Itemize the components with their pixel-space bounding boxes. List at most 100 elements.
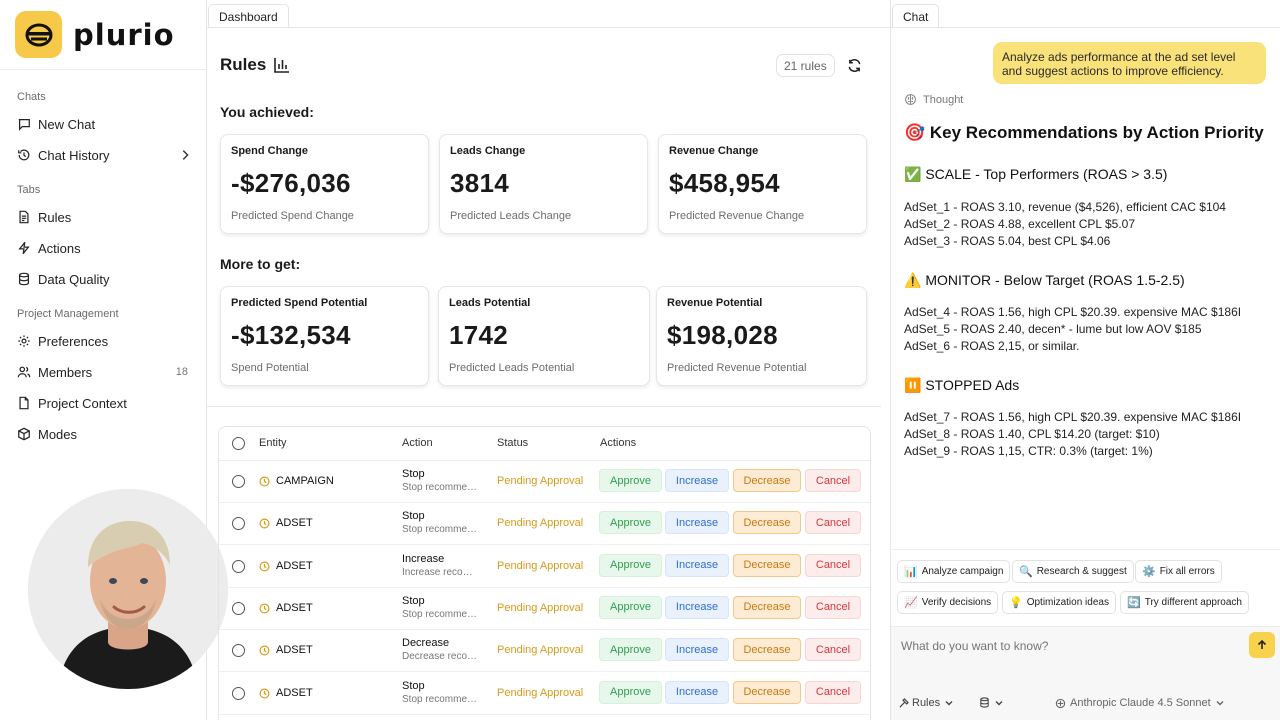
sidebar-item-actions[interactable]: Actions: [17, 236, 192, 260]
row-action: Increase: [402, 552, 445, 565]
approve-button[interactable]: Approve: [599, 469, 662, 492]
row-action: Decrease: [402, 637, 450, 650]
row-checkbox[interactable]: [232, 686, 245, 700]
approve-button[interactable]: Approve: [599, 638, 662, 662]
sidebar-item-members[interactable]: Members 18: [17, 360, 192, 384]
decrease-button[interactable]: Decrease: [733, 638, 801, 662]
card-value: $458,954: [669, 168, 780, 198]
row-entity: ADSET: [276, 601, 313, 614]
sidebar-item-new-chat[interactable]: New Chat: [17, 112, 192, 136]
row-checkbox[interactable]: [232, 644, 245, 658]
tab-divider: [207, 27, 890, 28]
sidebar-item-chat-history[interactable]: Chat History: [17, 143, 192, 167]
chat-separator: [891, 549, 1280, 550]
monitor-line: AdSet_5 - ROAS 2.40, decen* - lume but l…: [904, 322, 1202, 336]
magnifier-icon: 🔍: [1019, 566, 1033, 578]
cancel-button[interactable]: Cancel: [805, 638, 861, 662]
thought-label: Thought: [923, 93, 964, 106]
sidebar-item-label: Modes: [38, 426, 78, 442]
table-row: ADSET Decrease Decrease reco… Pending Ap…: [219, 630, 870, 673]
bar-chart-icon: [274, 58, 290, 73]
increase-button[interactable]: Increase: [665, 595, 729, 619]
decrease-button[interactable]: Decrease: [733, 595, 801, 619]
decrease-button[interactable]: Decrease: [733, 511, 801, 535]
chip-label: Analyze campaign: [921, 566, 1004, 577]
cancel-button[interactable]: Cancel: [805, 680, 861, 704]
refresh-icon: 🔄: [1127, 597, 1141, 609]
select-all-checkbox[interactable]: [232, 437, 245, 450]
row-checkbox[interactable]: [232, 601, 245, 615]
send-button[interactable]: [1249, 632, 1275, 658]
thought-toggle[interactable]: Thought: [904, 93, 963, 106]
decrease-button[interactable]: Decrease: [733, 680, 801, 704]
increase-button[interactable]: Increase: [665, 638, 729, 662]
mode-label: Rules: [912, 697, 941, 709]
approve-button[interactable]: Approve: [599, 595, 662, 619]
lightbulb-icon: 💡: [1009, 597, 1023, 609]
refresh-icon[interactable]: [845, 56, 863, 74]
approve-button[interactable]: Approve: [599, 511, 662, 535]
sidebar-item-preferences[interactable]: Preferences: [17, 329, 192, 353]
sidebar-item-rules[interactable]: Rules: [17, 205, 192, 229]
stopped-line: AdSet_8 - ROAS 1.40, CPL $14.20 (target:…: [904, 427, 1160, 441]
increase-button[interactable]: Increase: [665, 680, 729, 704]
card-subtitle: Predicted Leads Potential: [449, 362, 575, 374]
row-checkbox[interactable]: [232, 517, 245, 531]
cancel-button[interactable]: Cancel: [805, 511, 861, 535]
sidebar-item-data-quality[interactable]: Data Quality: [17, 267, 192, 291]
card-title: Leads Potential: [449, 297, 531, 309]
cancel-button[interactable]: Cancel: [805, 595, 861, 619]
main-panel: Dashboard Rules 21 rules You achieved: S…: [207, 0, 890, 720]
row-action: Stop: [402, 679, 425, 692]
chat-input[interactable]: [901, 639, 1231, 653]
decrease-button[interactable]: Decrease: [733, 553, 801, 577]
tab-chat[interactable]: Chat: [892, 4, 940, 28]
chevron-down-icon: [1216, 701, 1224, 706]
decrease-button[interactable]: Decrease: [733, 469, 801, 492]
users-icon: [17, 366, 31, 378]
card-value: $198,028: [667, 320, 778, 350]
spend-change-card: Spend Change -$276,036 Predicted Spend C…: [220, 134, 429, 234]
increase-button[interactable]: Increase: [665, 469, 729, 492]
sidebar-item-project-context[interactable]: Project Context: [17, 391, 192, 415]
chip-optimization-ideas[interactable]: 💡 Optimization ideas: [1002, 591, 1116, 614]
cancel-button[interactable]: Cancel: [805, 469, 861, 492]
increase-button[interactable]: Increase: [665, 511, 729, 535]
card-value: 1742: [449, 320, 509, 350]
model-selector[interactable]: Anthropic Claude 4.5 Sonnet: [1055, 697, 1225, 709]
table-header: Entity Action Status Actions: [219, 427, 870, 461]
arrow-up-icon: [1257, 639, 1267, 649]
model-label: Anthropic Claude 4.5 Sonnet: [1070, 697, 1211, 709]
sidebar-item-modes[interactable]: Modes: [17, 422, 192, 446]
row-checkbox[interactable]: [232, 475, 245, 488]
clock-icon: [259, 645, 270, 656]
increase-button[interactable]: Increase: [665, 553, 729, 577]
row-checkbox[interactable]: [232, 559, 245, 573]
achieved-heading: You achieved:: [220, 104, 314, 120]
cancel-button[interactable]: Cancel: [805, 553, 861, 577]
chip-analyze-campaign[interactable]: 📊 Analyze campaign: [897, 560, 1011, 583]
clock-icon: [259, 476, 270, 487]
scale-line: AdSet_1 - ROAS 3.10, revenue ($4,526), e…: [904, 200, 1226, 214]
card-title: Revenue Change: [669, 145, 759, 157]
approve-button[interactable]: Approve: [599, 680, 662, 704]
rules-count-badge: 21 rules: [776, 54, 835, 77]
data-source-selector[interactable]: [979, 697, 1004, 708]
chip-research-suggest[interactable]: 🔍 Research & suggest: [1012, 560, 1134, 583]
card-title: Spend Change: [231, 145, 309, 157]
approve-button[interactable]: Approve: [599, 553, 662, 577]
brand[interactable]: plurio: [0, 0, 206, 70]
table-row: ADSET Stop Stop recomme… Pending Approva…: [219, 588, 870, 630]
chevron-down-icon: [945, 701, 953, 706]
sidebar-item-label: Chat History: [38, 147, 110, 163]
history-icon: [18, 149, 30, 161]
sidebar-item-label: Preferences: [38, 333, 109, 349]
card-subtitle: Predicted Leads Change: [450, 210, 572, 222]
mode-selector[interactable]: Rules: [898, 697, 954, 709]
chip-fix-all-errors[interactable]: ⚙️ Fix all errors: [1135, 560, 1222, 583]
chip-verify-decisions[interactable]: 📈 Verify decisions: [897, 591, 999, 614]
chip-label: Fix all errors: [1159, 566, 1215, 577]
row-entity: ADSET: [276, 517, 313, 530]
tab-dashboard[interactable]: Dashboard: [208, 4, 289, 28]
chip-try-different-approach[interactable]: 🔄 Try different approach: [1120, 591, 1249, 614]
